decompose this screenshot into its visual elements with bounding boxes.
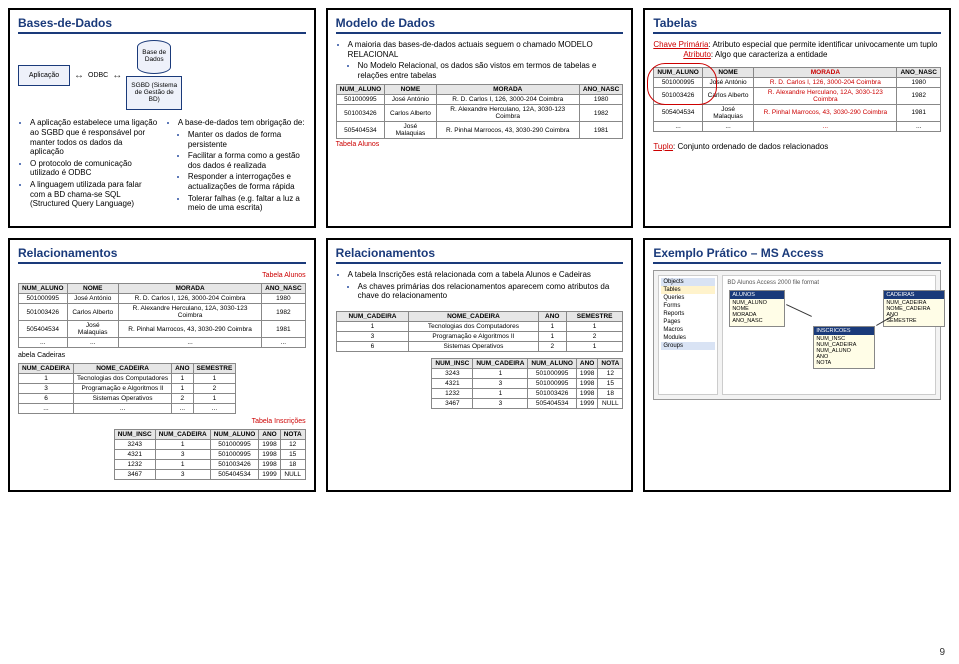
rel-box-inscricoes[interactable]: INSCRICOES NUM_INSC NUM_CADEIRA NUM_ALUN… xyxy=(813,326,875,369)
list-item: Manter os dados de forma persistente xyxy=(188,130,306,149)
definitions: Chave Primária: Atributo especial que pe… xyxy=(653,40,941,61)
slide1-title: Bases-de-Dados xyxy=(18,16,306,34)
slide5-bullets: A tabela Inscrições está relacionada com… xyxy=(336,270,624,301)
sidebar-item[interactable]: Macros xyxy=(661,326,715,334)
slide2-title: Modelo de Dados xyxy=(336,16,624,34)
th: MORADA xyxy=(436,85,579,95)
arrow-right-icon: ↔ xyxy=(74,70,84,81)
table-cadeiras-rel: NUM_CADEIRANOME_CADEIRAANOSEMESTRE 1Tecn… xyxy=(336,311,624,352)
access-sidebar: Objects Tables Queries Forms Reports Pag… xyxy=(658,275,718,395)
list-item: No Modelo Relacional, os dados são visto… xyxy=(358,61,624,80)
th: ANO_NASC xyxy=(579,85,623,95)
list-item: O protocolo de comunicação utilizado é O… xyxy=(30,159,158,178)
sidebar-item[interactable]: Reports xyxy=(661,310,715,318)
sidebar-item[interactable]: Groups xyxy=(661,342,715,350)
sidebar-item[interactable]: Pages xyxy=(661,318,715,326)
slide1-left-list: A aplicação estabelece uma ligação ao SG… xyxy=(18,118,158,208)
window-subtitle: BD Alunos Access 2000 file format xyxy=(727,280,931,286)
table-alunos-mini: NUM_ALUNONOMEMORADAANO_NASC 501000995Jos… xyxy=(18,283,306,348)
label-chave-primaria: Chave Primária xyxy=(653,40,708,49)
label-inscricoes: Tabela Inscrições xyxy=(114,418,306,425)
sidebar-item[interactable]: Modules xyxy=(661,334,715,342)
sidebar-item[interactable]: Tables xyxy=(661,286,715,294)
table-cadeiras-mini: NUM_CADEIRANOME_CADEIRAANOSEMESTRE 1Tecn… xyxy=(18,363,236,414)
th: NUM_ALUNO xyxy=(336,85,385,95)
page-number: 9 xyxy=(939,647,945,658)
table-inscricoes-rel: NUM_INSCNUM_CADEIRANUM_ALUNOANONOTA 3243… xyxy=(431,358,623,409)
slide-modelo-de-dados: Modelo de Dados A maioria das bases-de-d… xyxy=(326,8,634,228)
table-alunos: NUM_ALUNO NOME MORADA ANO_NASC 501000995… xyxy=(336,84,624,139)
label-alunos: Tabela Alunos xyxy=(18,272,306,279)
list-item: As chaves primárias dos relacionamentos … xyxy=(358,282,624,301)
sidebar-item[interactable]: Queries xyxy=(661,294,715,302)
cylinder-db: Base de Dados xyxy=(137,40,171,74)
label-odbc: ODBC xyxy=(88,72,108,79)
tuplo-def: Tuplo: Conjunto ordenado de dados relaci… xyxy=(653,142,941,151)
list-item: Responder a interrogações e actualizaçõe… xyxy=(188,172,306,191)
rel-box-cadeiras[interactable]: CADEIRAS NUM_CADEIRA NOME_CADEIRA ANO SE… xyxy=(883,290,945,327)
architecture-diagram: Aplicação ↔ ODBC ↔ Base de Dados SGBD (S… xyxy=(18,40,306,110)
slide-relacionamentos-2: Relacionamentos A tabela Inscrições está… xyxy=(326,238,634,492)
relationships-canvas: BD Alunos Access 2000 file format ALUNOS… xyxy=(722,275,936,395)
slide6-title: Exemplo Prático – MS Access xyxy=(653,246,941,264)
arrow-right-icon: ↔ xyxy=(112,70,122,81)
label-cadeiras: abela Cadeiras xyxy=(18,352,306,359)
th: NOME xyxy=(385,85,436,95)
table-label-alunos: Tabela Alunos xyxy=(336,141,624,148)
slide1-right-list: A base-de-dados tem obrigação de: Manter… xyxy=(166,118,306,212)
slide-relacionamentos-1: Relacionamentos Tabela Alunos NUM_ALUNON… xyxy=(8,238,316,492)
box-sgbd: SGBD (Sistema de Gestão de BD) xyxy=(126,76,182,110)
slide-bases-de-dados: Bases-de-Dados Aplicação ↔ ODBC ↔ Base d… xyxy=(8,8,316,228)
list-item: A aplicação estabelece uma ligação ao SG… xyxy=(30,118,158,156)
table-alunos-annotated: NUM_ALUNONOMEMORADAANO_NASC 501000995Jos… xyxy=(653,67,941,132)
table-inscricoes-mini: NUM_INSCNUM_CADEIRANUM_ALUNOANONOTA 3243… xyxy=(114,429,306,480)
slide4-title: Relacionamentos xyxy=(18,246,306,264)
slide5-title: Relacionamentos xyxy=(336,246,624,264)
list-item: A tabela Inscrições está relacionada com… xyxy=(348,270,624,280)
sidebar-item[interactable]: Forms xyxy=(661,302,715,310)
sidebar-item[interactable]: Objects xyxy=(661,278,715,286)
list-item: Tolerar falhas (e.g. faltar a luz a meio… xyxy=(188,194,306,213)
list-item: Facilitar a forma como a gestão dos dado… xyxy=(188,151,306,170)
relation-line-icon xyxy=(786,304,812,317)
list-item: A base-de-dados tem obrigação de: xyxy=(178,118,306,128)
list-item: A linguagem utilizada para falar com a B… xyxy=(30,180,158,209)
slide3-title: Tabelas xyxy=(653,16,941,34)
list-item: A maioria das bases-de-dados actuais seg… xyxy=(348,40,624,59)
label-atributo: Atributo xyxy=(683,50,711,59)
rel-box-alunos[interactable]: ALUNOS NUM_ALUNO NOME MORADA ANO_NASC xyxy=(729,290,785,327)
slide-tabelas: Tabelas Chave Primária: Atributo especia… xyxy=(643,8,951,228)
slide-ms-access: Exemplo Prático – MS Access Objects Tabl… xyxy=(643,238,951,492)
slide2-bullets: A maioria das bases-de-dados actuais seg… xyxy=(336,40,624,80)
access-window: Objects Tables Queries Forms Reports Pag… xyxy=(653,270,941,400)
box-aplicacao: Aplicação xyxy=(18,65,70,86)
